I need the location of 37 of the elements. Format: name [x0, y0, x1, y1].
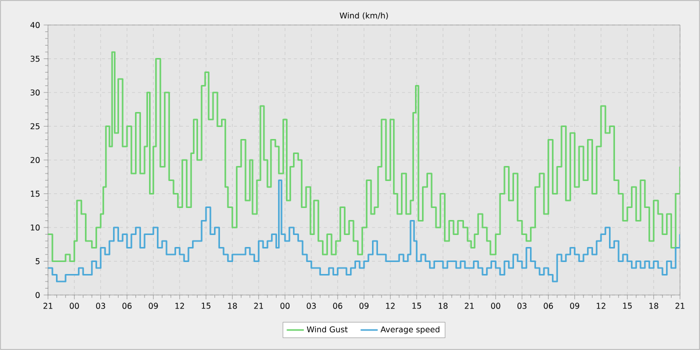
y-tick-label: 30 [30, 89, 40, 96]
x-tick-label: 00 [280, 302, 290, 309]
y-tick-label: 35 [30, 56, 40, 62]
x-tick-label: 12 [175, 302, 184, 309]
x-tick-label: 21 [676, 302, 684, 309]
x-tick-label: 21 [43, 302, 52, 309]
x-tick-label: 15 [202, 302, 210, 309]
y-tick-label: 0 [36, 292, 40, 298]
x-tick-label: 09 [148, 302, 158, 309]
legend-label: Wind Gust [306, 326, 348, 332]
y-tick-label: 15 [30, 190, 40, 197]
x-tick-label: 18 [438, 302, 448, 309]
x-tick-label: 09 [359, 302, 369, 309]
x-tick-label: 15 [412, 302, 422, 309]
x-tick-label: 06 [544, 302, 553, 309]
x-tick-label: 15 [623, 302, 632, 309]
x-tick-label: 12 [386, 302, 395, 309]
x-tick-label: 03 [517, 302, 526, 309]
y-tick-label: 10 [30, 224, 40, 231]
x-tick-label: 03 [96, 302, 106, 309]
y-tick-label: 25 [30, 123, 40, 130]
x-tick-label: 18 [228, 302, 237, 309]
x-tick-label: 21 [464, 302, 474, 309]
y-tick-label: 40 [30, 22, 40, 28]
y-tick-label: 20 [30, 156, 40, 164]
y-tick-label: 5 [36, 258, 40, 264]
chart-title: Wind (km/h) [340, 12, 388, 20]
x-tick-label: 09 [570, 302, 580, 309]
x-tick-label: 18 [649, 302, 658, 309]
x-tick-label: 03 [306, 302, 316, 309]
x-tick-label: 00 [491, 302, 500, 309]
x-tick-label: 21 [254, 302, 264, 309]
x-tick-label: 06 [122, 302, 132, 309]
x-tick-label: 06 [333, 302, 342, 309]
x-tick-label: 12 [596, 302, 606, 309]
legend-label: Average speed [380, 326, 440, 334]
x-tick-label: 00 [70, 302, 79, 309]
